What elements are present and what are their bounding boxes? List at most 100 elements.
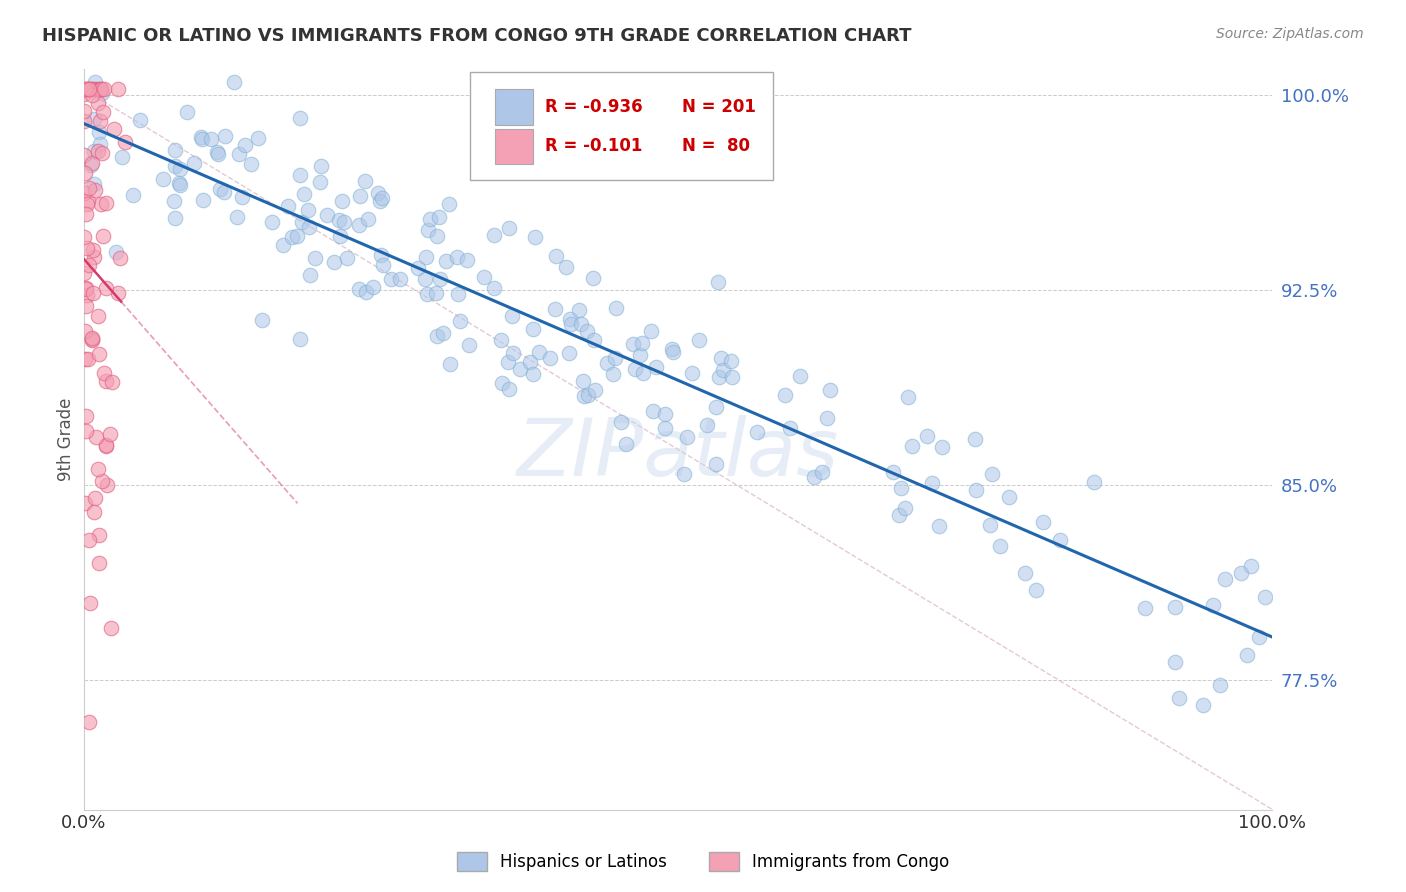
- Point: [75, 496, 97, 510]
- Point: [894, 501, 917, 516]
- Point: [87, 82, 110, 96]
- Point: [271, 238, 294, 252]
- Point: [75, 281, 97, 295]
- Point: [298, 268, 321, 282]
- Point: [419, 211, 441, 226]
- Point: [163, 211, 186, 226]
- Point: [1254, 591, 1277, 605]
- Point: [209, 182, 232, 196]
- Point: [83, 250, 105, 264]
- Point: [370, 191, 392, 205]
- Point: [277, 199, 299, 213]
- Point: [96, 281, 118, 295]
- Point: [388, 272, 411, 286]
- Point: [1168, 691, 1191, 706]
- Point: [583, 333, 606, 347]
- Point: [406, 260, 429, 275]
- Point: [89, 113, 111, 128]
- Point: [1247, 630, 1270, 644]
- Point: [901, 439, 924, 453]
- Point: [80, 332, 103, 346]
- Point: [121, 187, 143, 202]
- Text: N = 201: N = 201: [682, 98, 755, 116]
- Point: [77, 194, 100, 208]
- Point: [447, 287, 470, 301]
- Text: N =  80: N = 80: [682, 137, 749, 155]
- Point: [544, 250, 567, 264]
- Point: [569, 317, 592, 331]
- FancyBboxPatch shape: [495, 89, 533, 125]
- Point: [330, 194, 353, 208]
- Point: [621, 337, 644, 351]
- Point: [323, 255, 346, 269]
- Point: [596, 356, 619, 370]
- Point: [681, 367, 703, 381]
- Text: ZIPatlas: ZIPatlas: [517, 415, 839, 493]
- Point: [83, 145, 105, 159]
- Point: [882, 465, 904, 479]
- Point: [979, 517, 1001, 532]
- Point: [205, 145, 228, 160]
- Point: [413, 272, 436, 286]
- Point: [915, 428, 938, 442]
- Point: [75, 207, 97, 221]
- Point: [368, 194, 391, 209]
- Y-axis label: 9th Grade: 9th Grade: [58, 397, 75, 481]
- Point: [711, 363, 734, 377]
- Point: [1239, 558, 1261, 573]
- Point: [167, 177, 190, 191]
- Point: [246, 131, 269, 145]
- Point: [434, 254, 457, 268]
- Point: [73, 87, 96, 101]
- Point: [560, 318, 582, 332]
- Point: [98, 426, 121, 441]
- Point: [91, 104, 114, 119]
- Point: [163, 143, 186, 157]
- Point: [73, 103, 96, 118]
- Point: [281, 230, 304, 244]
- Point: [231, 190, 253, 204]
- Point: [1164, 655, 1187, 669]
- Point: [169, 178, 191, 193]
- Point: [77, 181, 100, 195]
- Text: Source: ZipAtlas.com: Source: ZipAtlas.com: [1216, 27, 1364, 41]
- Point: [191, 132, 214, 146]
- Point: [207, 147, 229, 161]
- Point: [439, 197, 461, 211]
- Point: [76, 82, 98, 96]
- Point: [75, 299, 97, 313]
- Point: [704, 400, 727, 414]
- Point: [458, 338, 481, 352]
- Point: [86, 96, 108, 111]
- Point: [416, 223, 439, 237]
- Point: [93, 82, 115, 96]
- Point: [76, 197, 98, 211]
- Point: [482, 227, 505, 242]
- Point: [87, 125, 110, 139]
- Point: [803, 470, 825, 484]
- Point: [491, 376, 513, 390]
- Point: [262, 215, 284, 229]
- Point: [190, 129, 212, 144]
- Point: [87, 346, 110, 360]
- Point: [988, 539, 1011, 553]
- Point: [77, 82, 100, 96]
- Point: [811, 465, 834, 479]
- Point: [354, 285, 377, 300]
- Point: [292, 187, 315, 202]
- Point: [108, 251, 131, 265]
- Point: [425, 285, 447, 300]
- Point: [1236, 648, 1258, 663]
- Point: [80, 331, 103, 345]
- Point: [928, 519, 950, 533]
- Point: [297, 203, 319, 218]
- Point: [75, 82, 97, 96]
- Point: [83, 491, 105, 505]
- Point: [720, 354, 742, 368]
- Point: [336, 251, 359, 265]
- Point: [84, 82, 107, 96]
- Point: [169, 162, 191, 177]
- Point: [688, 333, 710, 347]
- Point: [779, 421, 801, 435]
- Text: HISPANIC OR LATINO VS IMMIGRANTS FROM CONGO 9TH GRADE CORRELATION CHART: HISPANIC OR LATINO VS IMMIGRANTS FROM CO…: [42, 27, 911, 45]
